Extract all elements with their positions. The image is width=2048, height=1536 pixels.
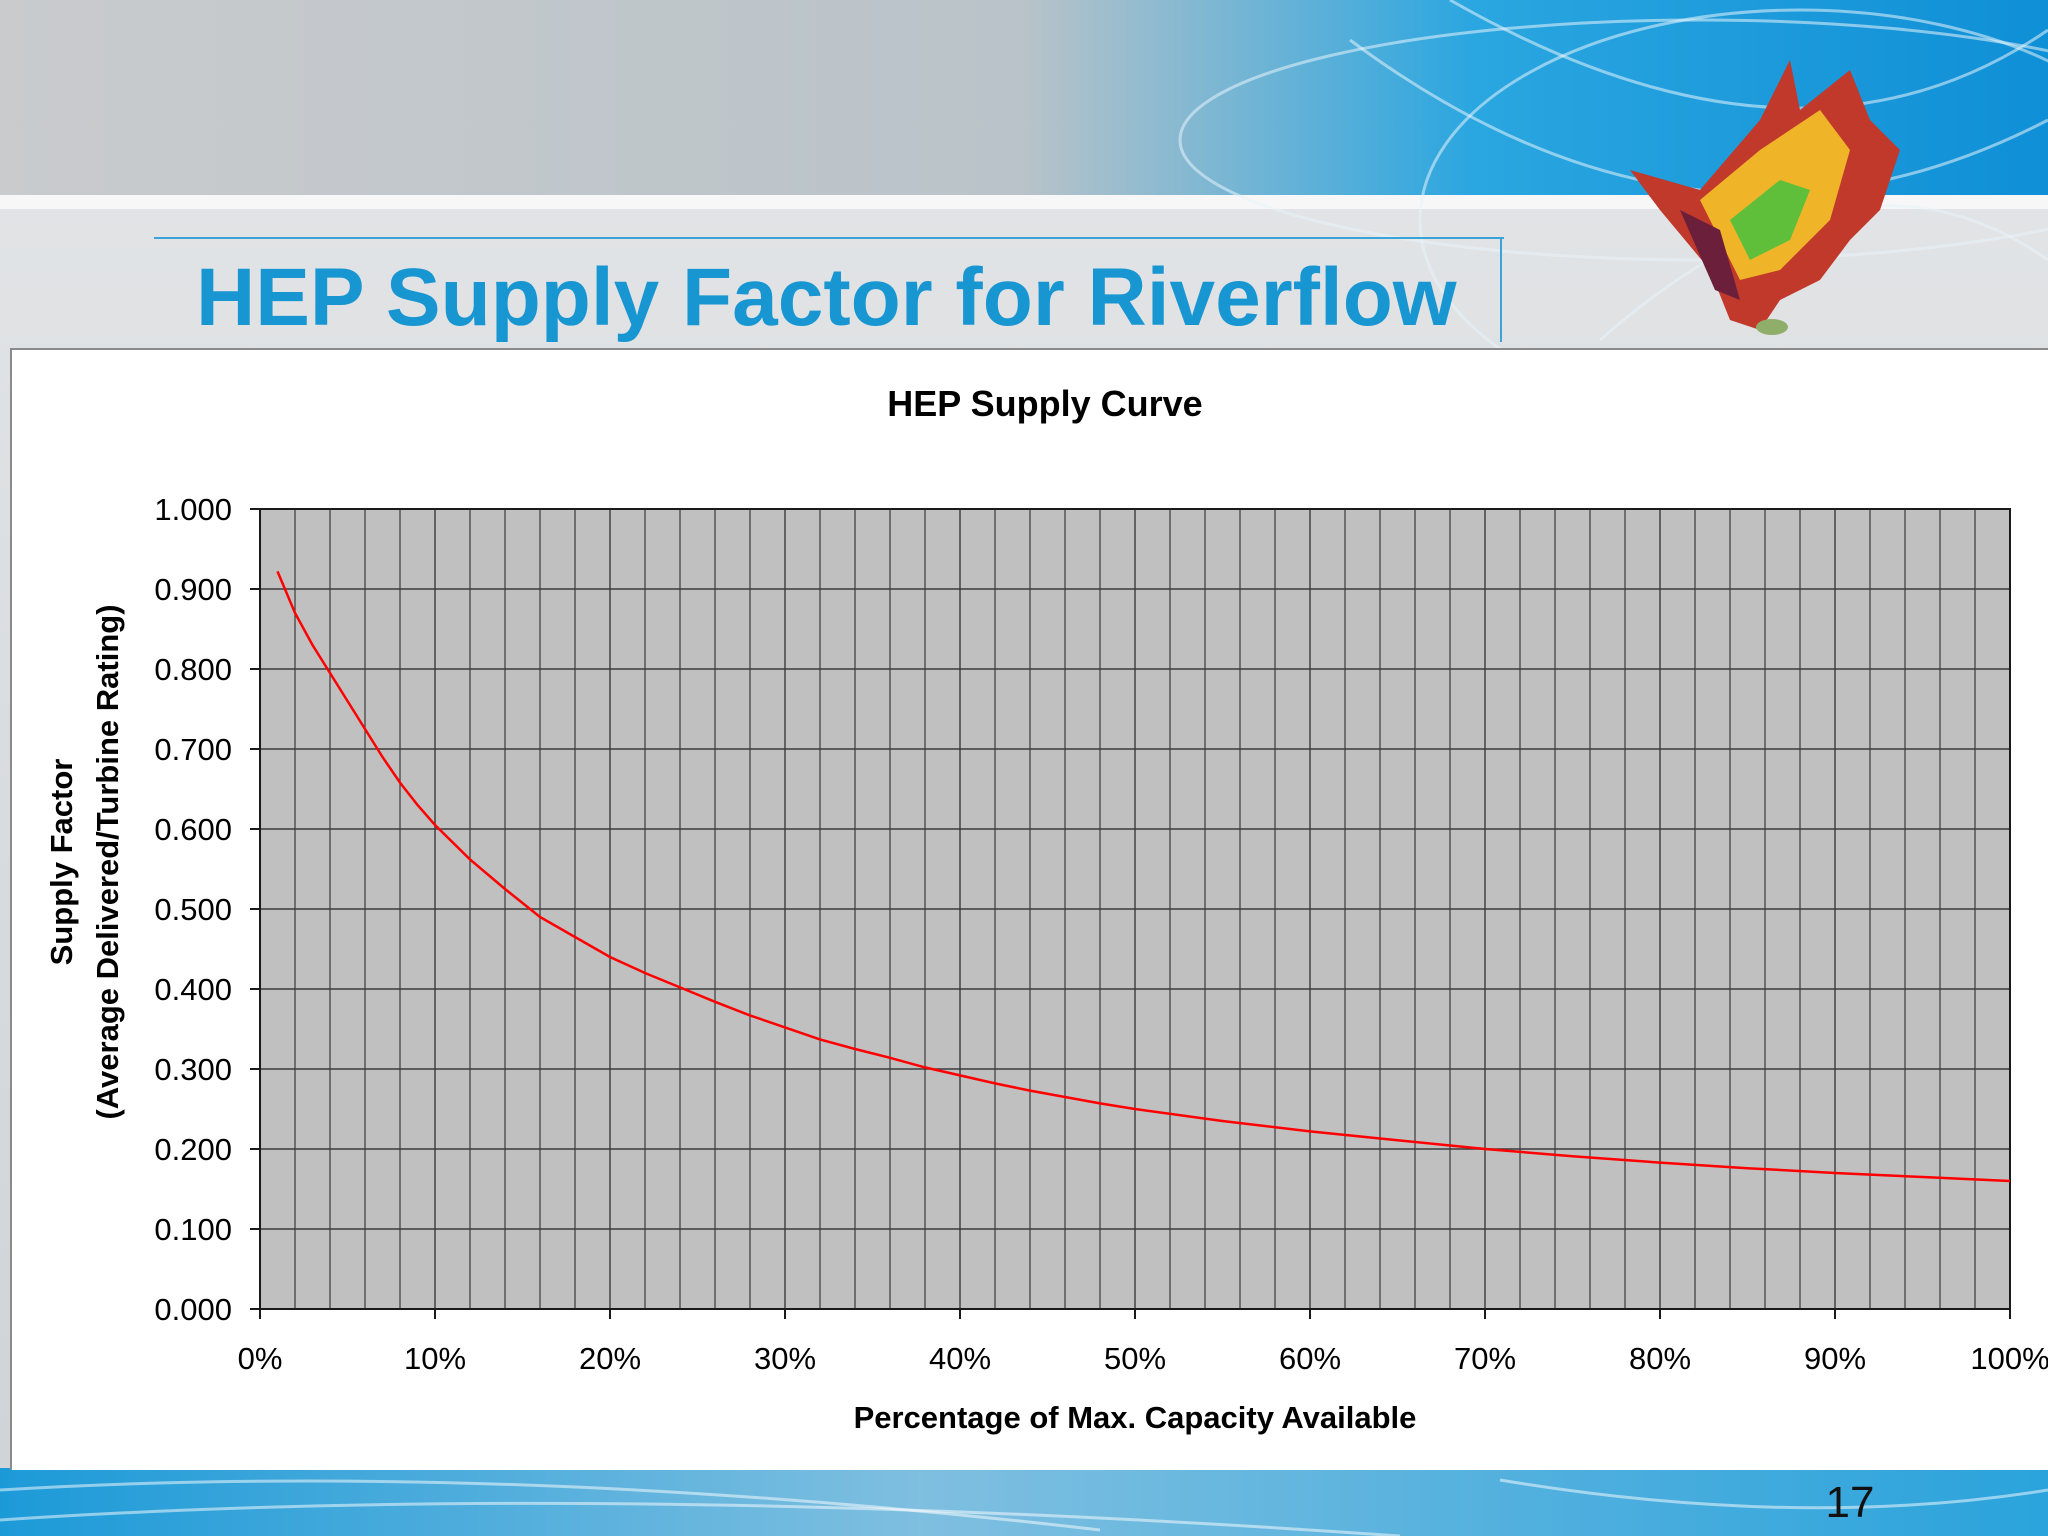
y-tick-label: 0.600 [154,812,232,847]
y-tick-label: 0.200 [154,1132,232,1167]
y-tick-label: 0.400 [154,972,232,1007]
y-tick-label: 1.000 [154,492,232,527]
x-tick-label: 60% [1279,1341,1341,1376]
y-tick-label: 0.500 [154,892,232,927]
x-tick-label: 20% [579,1341,641,1376]
y-tick-label: 0.000 [154,1292,232,1327]
x-tick-label: 80% [1629,1341,1691,1376]
x-tick-label: 70% [1454,1341,1516,1376]
y-tick-label: 0.700 [154,732,232,767]
y-axis-ticks: 0.000 0.100 0.200 0.300 0.400 0.500 0.600 0.700… [154,492,260,1327]
y-tick-label: 0.800 [154,652,232,687]
x-tick-label: 50% [1104,1341,1166,1376]
x-axis-ticks: 0% 10% 20% 30% 40% 50% 60% 70% 80% 90% 100% [238,1309,2048,1376]
series-line [276,570,2011,1183]
y-axis-label-line-1: Supply Factor [44,759,79,966]
y-tick-label: 0.300 [154,1052,232,1087]
x-tick-label: 40% [929,1341,991,1376]
title-rule-vertical [1500,237,1502,342]
x-tick-label: 10% [404,1341,466,1376]
fractal-logo-icon [1630,60,1900,335]
y-axis-label-line-2: (Average Delivered/Turbine Rating) [90,604,125,1119]
x-tick-label: 100% [1970,1341,2048,1376]
x-tick-label: 0% [238,1341,283,1376]
x-tick-label: 30% [754,1341,816,1376]
chart-title: HEP Supply Curve [887,383,1202,424]
y-tick-label: 0.100 [154,1212,232,1247]
title-underline [154,237,1504,239]
x-tick-label: 90% [1804,1341,1866,1376]
page-number: 17 [1825,1478,1875,1527]
major-grid [259,508,2011,1310]
slide-title: HEP Supply Factor for Riverflow [196,252,1457,343]
x-axis-label: Percentage of Max. Capacity Available [854,1400,1417,1435]
y-tick-label: 0.900 [154,572,232,607]
